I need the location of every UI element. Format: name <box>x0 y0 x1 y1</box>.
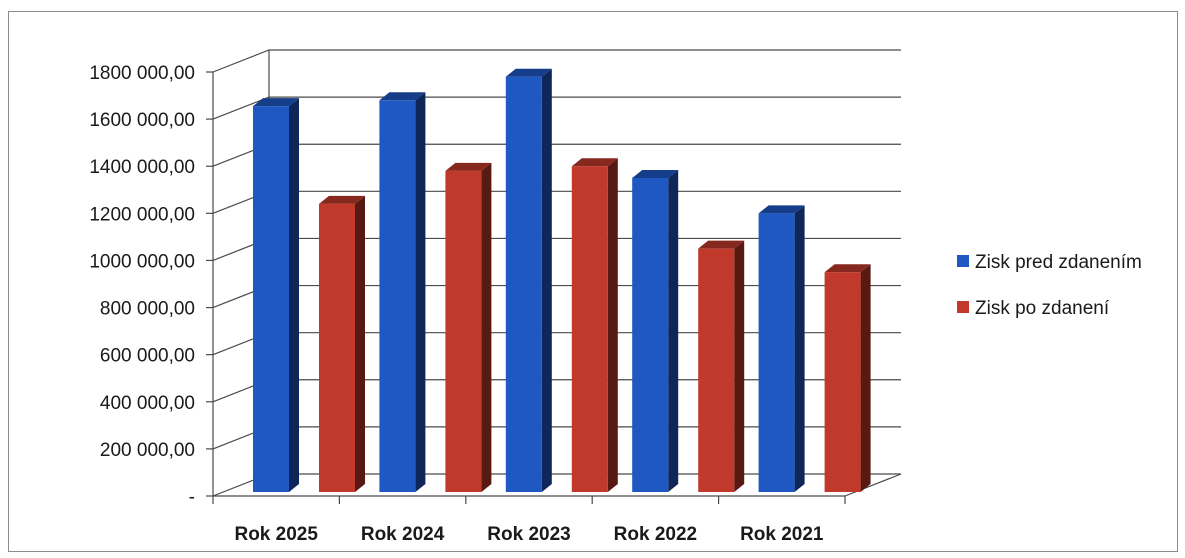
bar-side <box>289 98 299 493</box>
bar-side <box>541 68 552 492</box>
bar <box>698 240 745 492</box>
bar-front <box>632 178 669 492</box>
bar-front <box>253 106 289 493</box>
y-tick-label: 1200 000,00 <box>89 204 195 225</box>
bar-top <box>698 240 745 249</box>
x-tick-label: Rok 2022 <box>614 524 697 545</box>
legend-swatch <box>957 255 969 267</box>
bar-front <box>505 76 542 492</box>
bar <box>319 195 365 492</box>
bar <box>445 162 492 492</box>
x-tick-label: Rok 2025 <box>234 524 318 545</box>
gridline <box>212 49 901 73</box>
bar <box>824 264 871 492</box>
bar-front <box>319 203 355 492</box>
bar-front <box>571 166 608 492</box>
bar-top <box>632 170 679 178</box>
bar-top <box>253 98 299 107</box>
legend-label: Zisk po zdanení <box>975 298 1110 319</box>
bar <box>505 68 552 492</box>
legend: Zisk pred zdanením Zisk po zdanení <box>957 252 1142 319</box>
legend-swatch <box>957 301 969 313</box>
bar-top <box>824 264 871 273</box>
gridline <box>212 96 901 120</box>
y-tick-label: 600 000,00 <box>100 346 195 367</box>
bars <box>253 68 871 493</box>
bar-front <box>445 170 482 492</box>
bar-top <box>571 158 618 167</box>
y-tick-label: 1600 000,00 <box>89 110 195 131</box>
bar-front <box>758 213 795 493</box>
bar-front <box>379 100 416 493</box>
y-tick-label: 400 000,00 <box>100 393 195 414</box>
bar-top <box>319 195 365 204</box>
y-tick-label: 200 000,00 <box>100 440 195 461</box>
bar-side <box>734 240 745 492</box>
gridline <box>212 143 901 167</box>
bar-side <box>355 195 365 492</box>
y-tick-label: - <box>189 487 195 508</box>
bar-side <box>607 158 618 492</box>
bar-side <box>415 92 426 493</box>
x-tick-label: Rok 2021 <box>740 524 824 545</box>
y-tick-label: 800 000,00 <box>100 299 195 320</box>
bar <box>758 205 805 493</box>
floor-edge <box>844 473 902 497</box>
bar-side <box>481 162 492 492</box>
x-axis-ticks: Rok 2025 Rok 2024 Rok 2023 Rok 2022 Rok 2021 <box>234 524 823 545</box>
bar-side <box>668 170 679 492</box>
x-tick-label: Rok 2023 <box>487 524 570 545</box>
bar-front <box>698 248 735 492</box>
y-tick-label: 1000 000,00 <box>89 251 195 272</box>
bar <box>632 170 679 492</box>
bar-top <box>445 162 492 171</box>
bar-side <box>860 264 871 492</box>
bar <box>571 158 618 492</box>
bar-top <box>505 68 552 77</box>
y-tick-label: 1800 000,00 <box>89 63 195 84</box>
bar-top <box>379 92 426 101</box>
legend-label: Zisk pred zdanením <box>975 252 1142 273</box>
bar-top <box>758 205 805 214</box>
bar-side <box>794 205 805 493</box>
y-axis-ticks: - 200 000,00 400 000,00 600 000,00 800 000,0… <box>89 63 195 508</box>
x-tick-label: Rok 2024 <box>361 524 445 545</box>
bar <box>379 92 426 493</box>
bar <box>253 98 299 493</box>
bar-front <box>824 272 861 492</box>
y-tick-label: 1400 000,00 <box>89 157 195 178</box>
